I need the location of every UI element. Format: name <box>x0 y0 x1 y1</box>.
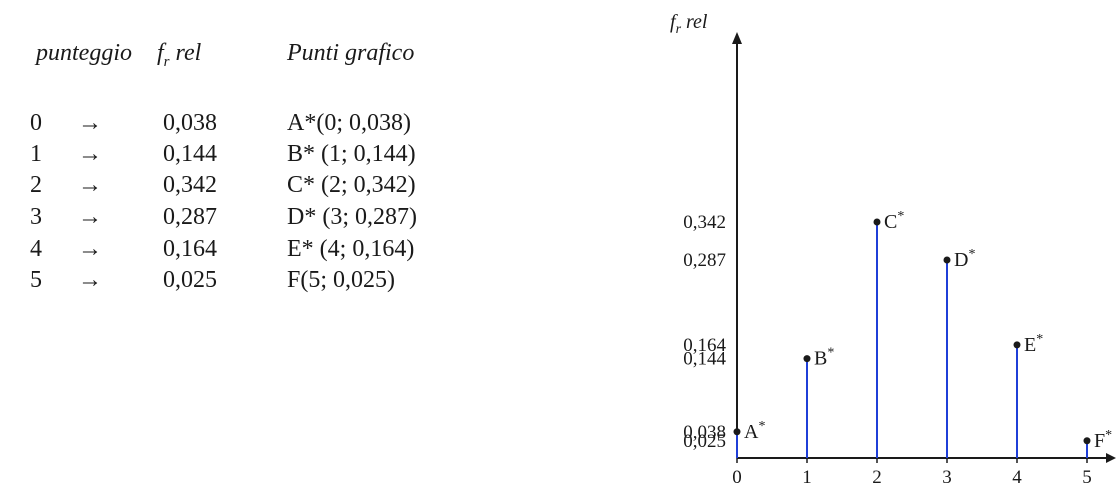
header-frequency: fr rel <box>157 40 202 70</box>
arrow-icon: → <box>78 267 102 293</box>
stem-chart: A* B* C* D* E* F* 0 1 2 3 4 5 0,342 0,287 0,1640,144… <box>670 11 1116 487</box>
frequency-table: punteggio fr rel Punti grafico 0 → 0,038… <box>0 40 560 297</box>
header-score: punteggio <box>36 40 132 66</box>
table-row: 5 → 0,025 F(5; 0,025) <box>0 267 560 297</box>
x-tick-label: 4 <box>1012 467 1022 487</box>
y-axis-arrow-icon <box>732 32 742 44</box>
frequency-cell: 0,038 <box>163 110 217 136</box>
y-tick-label: 0,287 <box>683 250 726 271</box>
arrow-icon: → <box>78 172 102 198</box>
table-row: 2 → 0,342 C* (2; 0,342) <box>0 172 560 202</box>
table-row: 1 → 0,144 B* (1; 0,144) <box>0 141 560 171</box>
x-ticks: 0 1 2 3 4 5 <box>732 458 1092 487</box>
point-label: F* <box>1094 428 1112 452</box>
frequency-cell: 0,164 <box>163 236 217 262</box>
frequency-cell: 0,287 <box>163 204 217 230</box>
arrow-icon: → <box>78 236 102 262</box>
score-cell: 3 <box>30 204 42 230</box>
x-tick-label: 3 <box>942 467 952 487</box>
x-tick-label: 1 <box>802 467 812 487</box>
y-tick-label: 0,164 <box>683 335 726 356</box>
score-cell: 0 <box>30 110 42 136</box>
score-cell: 2 <box>30 172 42 198</box>
point-cell: F(5; 0,025) <box>287 267 395 293</box>
x-axis-arrow-icon <box>1106 453 1116 463</box>
point-label: C* <box>884 209 904 233</box>
frequency-cell: 0,025 <box>163 267 217 293</box>
point-label: B* <box>814 346 834 370</box>
y-axis-title: fr rel <box>670 11 708 37</box>
data-point <box>1013 341 1021 349</box>
arrow-icon: → <box>78 110 102 136</box>
x-tick-label: 5 <box>1082 467 1092 487</box>
y-tick-label: 0,144 <box>683 349 726 370</box>
y-tick-label: 0,025 <box>683 431 726 452</box>
point-cell: E* (4; 0,164) <box>287 236 415 262</box>
x-tick-label: 0 <box>732 467 742 487</box>
arrow-icon: → <box>78 141 102 167</box>
point-cell: B* (1; 0,144) <box>287 141 416 167</box>
point-cell: C* (2; 0,342) <box>287 172 416 198</box>
point-label: D* <box>954 247 975 271</box>
table-row: 3 → 0,287 D* (3; 0,287) <box>0 204 560 234</box>
y-tick-label: 0,342 <box>683 212 726 233</box>
frequency-cell: 0,144 <box>163 141 217 167</box>
point-cell: A*(0; 0,038) <box>287 110 411 136</box>
data-point <box>1083 437 1091 445</box>
data-point <box>733 428 741 436</box>
score-cell: 4 <box>30 236 42 262</box>
x-tick-label: 2 <box>872 467 882 487</box>
score-cell: 5 <box>30 267 42 293</box>
header-points: Punti grafico <box>287 40 415 66</box>
point-label: E* <box>1024 332 1043 356</box>
data-point <box>803 355 811 363</box>
table-row: 4 → 0,164 E* (4; 0,164) <box>0 236 560 266</box>
y-tick-label: 0,038 <box>683 422 726 443</box>
data-point <box>943 256 951 264</box>
arrow-icon: → <box>78 204 102 230</box>
data-point <box>873 218 881 226</box>
chart-axes <box>732 32 1116 463</box>
point-label: A* <box>744 419 765 443</box>
score-cell: 1 <box>30 141 42 167</box>
point-cell: D* (3; 0,287) <box>287 204 417 230</box>
frequency-cell: 0,342 <box>163 172 217 198</box>
table-row: 0 → 0,038 A*(0; 0,038) <box>0 110 560 140</box>
chart-stems: A* B* C* D* E* F* <box>733 209 1112 458</box>
